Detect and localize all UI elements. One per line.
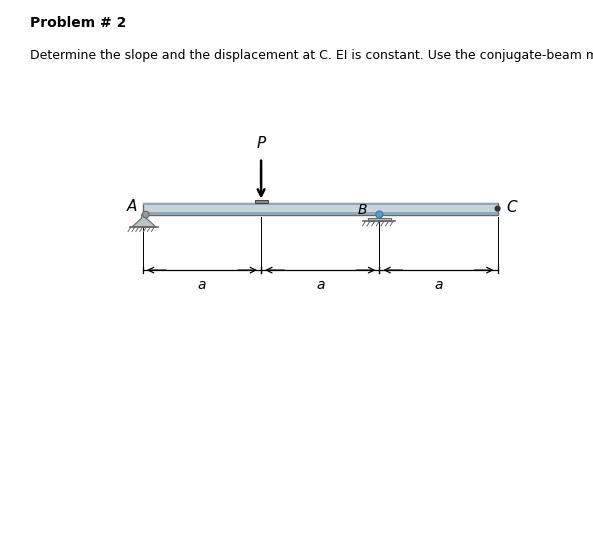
Text: C: C (506, 200, 517, 215)
Circle shape (376, 211, 383, 218)
Text: a: a (197, 278, 206, 293)
Text: Problem # 2: Problem # 2 (30, 16, 126, 31)
Text: a: a (434, 278, 443, 293)
Text: A: A (126, 199, 137, 214)
Bar (143, 212, 498, 215)
Bar (143, 203, 498, 215)
Bar (368, 218, 391, 221)
Circle shape (495, 206, 500, 211)
Bar (254, 200, 267, 203)
Text: Determine the slope and the displacement at C. EI is constant. Use the conjugate: Determine the slope and the displacement… (30, 49, 593, 63)
Polygon shape (132, 215, 156, 227)
Text: B: B (358, 203, 368, 217)
Text: a: a (316, 278, 324, 293)
Text: P: P (256, 136, 266, 150)
Bar (143, 203, 498, 205)
Circle shape (142, 211, 149, 218)
